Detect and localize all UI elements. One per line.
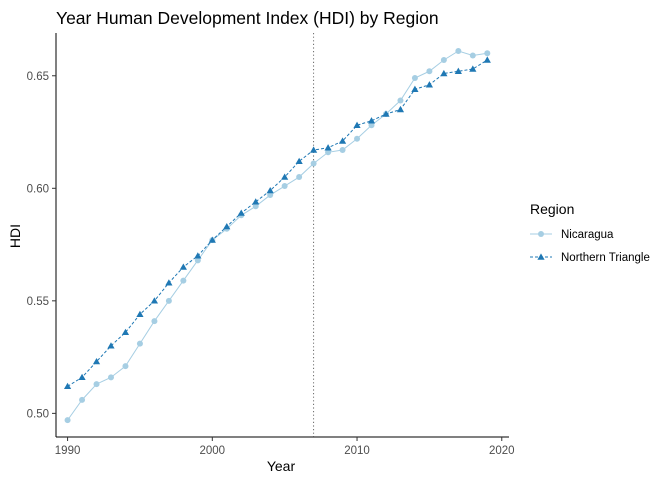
- y-tick-label: 0.60: [27, 183, 49, 195]
- data-point-nicaragua: [368, 122, 375, 129]
- data-point-nicaragua: [310, 160, 317, 167]
- legend-item-nicaragua: Nicaragua: [530, 229, 614, 241]
- chart-title: Year Human Development Index (HDI) by Re…: [56, 8, 439, 28]
- x-tick-label: 1990: [55, 445, 81, 457]
- data-point-northern-triangle: [353, 121, 361, 128]
- x-tick-label: 2000: [200, 445, 226, 457]
- data-point-northern-triangle: [469, 65, 477, 72]
- data-point-nicaragua: [180, 277, 187, 284]
- data-point-nicaragua: [267, 192, 274, 199]
- data-point-nicaragua: [296, 174, 303, 181]
- legend-title: Region: [530, 201, 574, 217]
- data-point-northern-triangle: [150, 297, 159, 304]
- legend-key-marker: [537, 253, 545, 260]
- data-point-northern-triangle: [237, 209, 245, 216]
- y-tick-label: 0.65: [27, 71, 49, 83]
- data-point-northern-triangle: [483, 56, 491, 63]
- y-tick-label: 0.55: [27, 296, 49, 308]
- legend-label: Northern Triangle: [561, 252, 650, 264]
- data-point-nicaragua: [440, 57, 447, 64]
- x-tick-label: 2010: [344, 445, 370, 457]
- series-northern-triangle: [63, 56, 491, 390]
- legend: Region Nicaragua Northern Triangle: [530, 201, 650, 264]
- data-point-nicaragua: [484, 50, 491, 57]
- data-point-nicaragua: [194, 257, 201, 264]
- series-line-northern-triangle: [67, 59, 488, 387]
- data-point-northern-triangle: [165, 279, 173, 286]
- x-tick-label: 2020: [489, 445, 515, 457]
- data-point-nicaragua: [325, 149, 332, 156]
- data-point-northern-triangle: [324, 144, 332, 151]
- data-point-northern-triangle: [92, 358, 101, 365]
- data-point-nicaragua: [122, 363, 129, 370]
- axes: 1990 2000 2010 2020 0.50 0.55 0.60 0.65: [27, 33, 515, 457]
- data-point-nicaragua: [93, 381, 100, 388]
- data-point-nicaragua: [469, 52, 476, 59]
- data-point-nicaragua: [252, 203, 259, 210]
- data-point-nicaragua: [426, 68, 433, 75]
- data-point-nicaragua: [397, 97, 404, 104]
- data-point-nicaragua: [64, 417, 71, 424]
- data-point-northern-triangle: [252, 198, 260, 205]
- y-tick-label: 0.50: [27, 408, 49, 420]
- data-point-nicaragua: [107, 374, 114, 381]
- y-axis-title: HDI: [7, 224, 23, 248]
- data-point-nicaragua: [281, 183, 288, 190]
- data-point-northern-triangle: [179, 263, 187, 270]
- data-point-northern-triangle: [425, 81, 433, 88]
- data-point-northern-triangle: [194, 252, 202, 259]
- data-point-nicaragua: [339, 147, 346, 154]
- data-point-northern-triangle: [367, 117, 376, 124]
- data-point-northern-triangle: [310, 146, 318, 153]
- data-point-nicaragua: [455, 48, 462, 55]
- plot-area: [63, 33, 491, 437]
- legend-item-northern-triangle: Northern Triangle: [530, 252, 650, 264]
- data-point-nicaragua: [151, 318, 158, 325]
- data-point-northern-triangle: [78, 373, 86, 381]
- data-point-northern-triangle: [121, 328, 130, 336]
- data-point-northern-triangle: [208, 236, 216, 243]
- data-point-northern-triangle: [411, 85, 419, 92]
- x-axis-title: Year: [267, 458, 296, 474]
- data-point-northern-triangle: [63, 382, 72, 390]
- data-point-nicaragua: [136, 340, 143, 347]
- data-point-northern-triangle: [338, 137, 347, 144]
- data-point-nicaragua: [411, 75, 418, 82]
- data-point-northern-triangle: [440, 69, 448, 77]
- data-point-northern-triangle: [295, 157, 303, 164]
- data-point-northern-triangle: [281, 173, 289, 180]
- series-nicaragua: [64, 48, 491, 424]
- series-line-nicaragua: [67, 50, 488, 421]
- data-point-nicaragua: [79, 396, 86, 403]
- legend-key-marker: [538, 231, 544, 237]
- data-point-northern-triangle: [223, 222, 231, 230]
- data-point-nicaragua: [165, 297, 172, 304]
- data-point-northern-triangle: [396, 105, 405, 113]
- data-point-northern-triangle: [454, 67, 462, 74]
- data-point-northern-triangle: [136, 310, 144, 318]
- legend-label: Nicaragua: [561, 229, 614, 241]
- data-point-northern-triangle: [382, 110, 390, 117]
- data-point-nicaragua: [354, 135, 361, 142]
- data-point-northern-triangle: [266, 186, 274, 194]
- data-point-northern-triangle: [107, 342, 115, 349]
